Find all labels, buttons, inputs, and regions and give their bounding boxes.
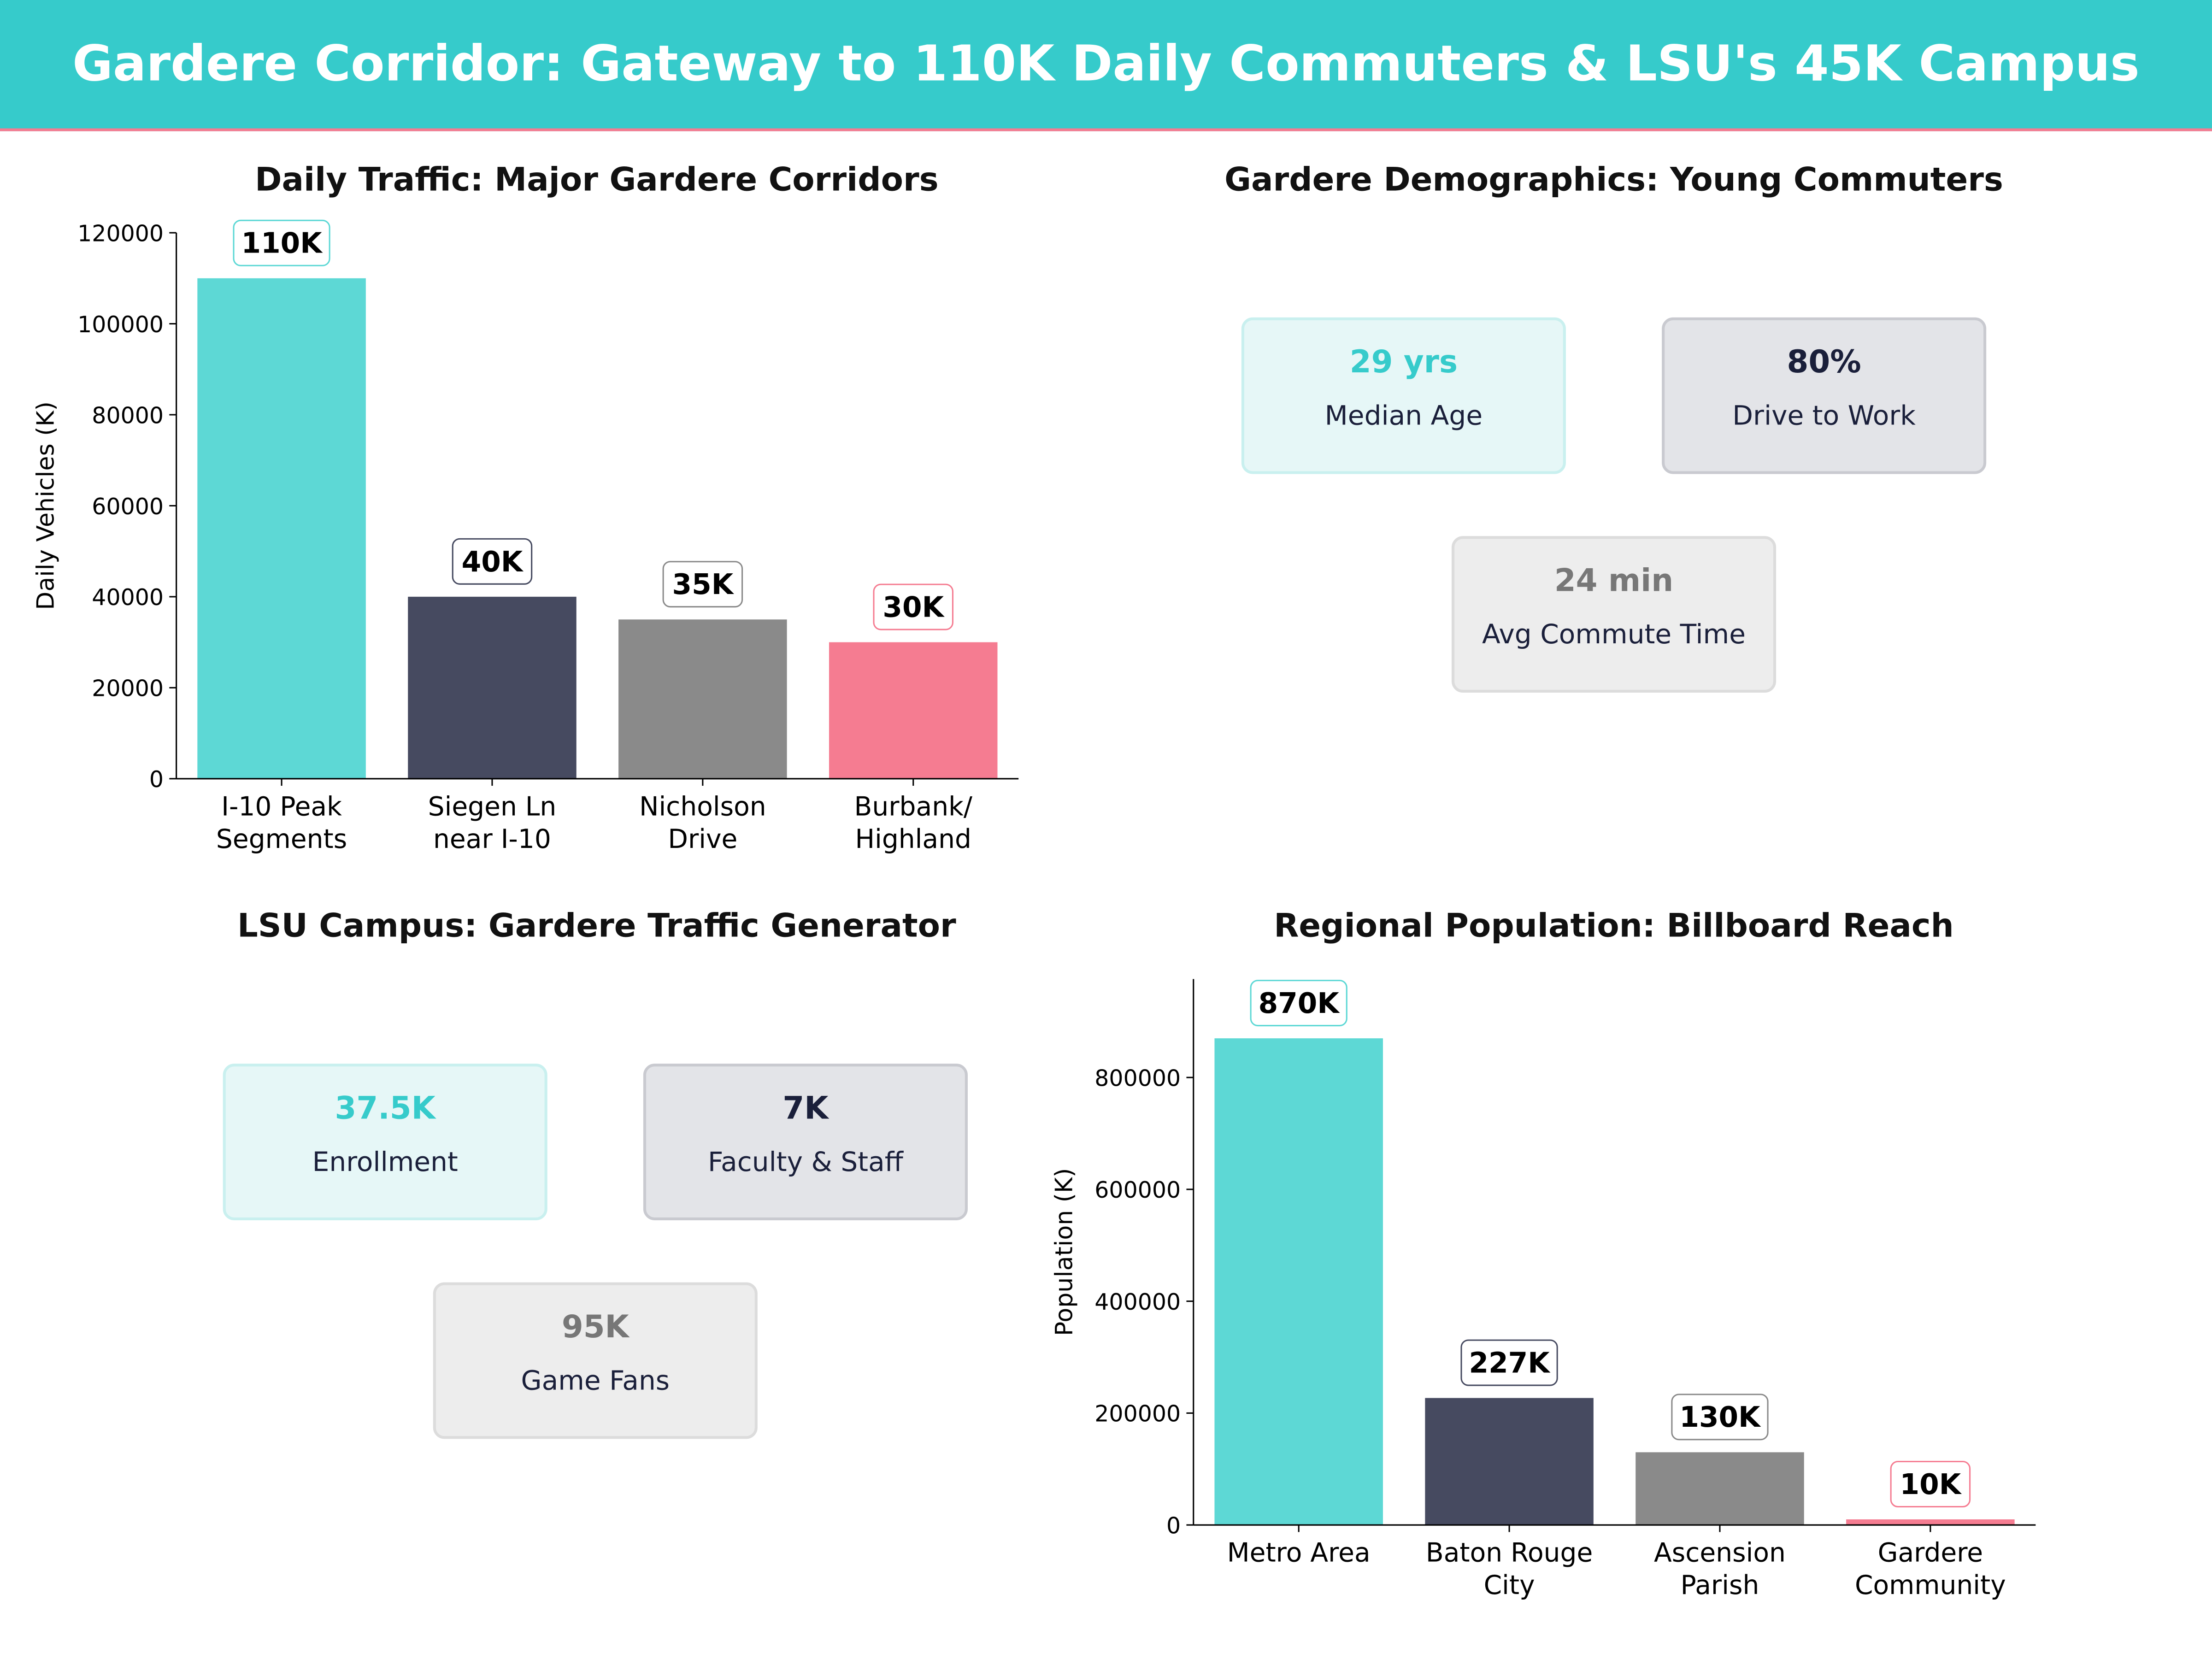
y-tick-label: 200000 xyxy=(1094,1401,1181,1427)
x-tick-label: Burbank/ xyxy=(854,791,973,822)
bar xyxy=(1635,1452,1804,1525)
bar xyxy=(618,619,787,779)
y-tick-label: 80000 xyxy=(92,402,164,429)
stat-value: 24 min xyxy=(1554,564,1674,600)
data-label: 40K xyxy=(462,546,524,578)
data-label-box xyxy=(662,561,743,608)
bar xyxy=(197,278,366,779)
y-tick-label: 0 xyxy=(149,766,164,793)
data-label: 10K xyxy=(1900,1468,1962,1501)
data-label-box xyxy=(452,538,533,585)
stat-label: Game Fans xyxy=(521,1365,670,1397)
x-tick-label: Siegen Ln xyxy=(428,791,557,822)
x-tick-label: City xyxy=(1484,1570,1535,1600)
y-tick-label: 600000 xyxy=(1094,1177,1181,1203)
data-label-box xyxy=(1890,1460,1971,1507)
bar xyxy=(829,642,998,779)
y-axis-label: Population (K) xyxy=(1051,1168,1078,1336)
stat-label: Drive to Work xyxy=(1732,400,1916,432)
stat-value: 7K xyxy=(782,1092,829,1127)
x-tick-label: Gardere xyxy=(1878,1538,1983,1568)
x-tick-label: Baton Rouge xyxy=(1426,1538,1593,1568)
y-axis-label: Daily Vehicles (K) xyxy=(32,401,59,610)
traffic-chart-title: Daily Traffic: Major Gardere Corridors xyxy=(255,162,939,199)
stat-value: 29 yrs xyxy=(1349,345,1458,381)
data-label: 130K xyxy=(1679,1401,1761,1434)
population-chart-title: Regional Population: Billboard Reach xyxy=(1274,908,1954,946)
x-tick-label: Drive xyxy=(668,824,737,854)
y-tick-label: 0 xyxy=(1166,1513,1181,1539)
bar xyxy=(1425,1398,1594,1525)
data-label-box xyxy=(1460,1339,1558,1386)
y-tick-label: 800000 xyxy=(1094,1065,1181,1091)
stat-card-enrollment: 37.5K Enrollment xyxy=(223,1064,547,1220)
x-tick-label: Community xyxy=(1855,1570,2006,1600)
stat-card-faculty-staff: 7K Faculty & Staff xyxy=(643,1064,968,1220)
stat-value: 95K xyxy=(561,1310,629,1346)
x-tick-label: Nicholson xyxy=(639,791,766,822)
data-label: 30K xyxy=(882,591,945,624)
y-tick-label: 100000 xyxy=(77,312,164,338)
data-label: 35K xyxy=(672,568,735,601)
x-tick-label: Highland xyxy=(855,824,971,854)
page-title: Gardere Corridor: Gateway to 110K Daily … xyxy=(72,36,2140,93)
x-tick-label: I-10 Peak xyxy=(221,791,342,822)
stat-card-game-fans: 95K Game Fans xyxy=(433,1282,758,1439)
x-tick-label: Metro Area xyxy=(1227,1538,1371,1568)
y-tick-label: 40000 xyxy=(92,584,164,611)
stat-label: Enrollment xyxy=(312,1147,458,1178)
y-tick-label: 400000 xyxy=(1094,1289,1181,1315)
stat-label: Faculty & Staff xyxy=(708,1147,903,1178)
bar xyxy=(408,596,577,779)
stat-value: 80% xyxy=(1787,345,1861,381)
x-tick-label: Segments xyxy=(216,824,347,854)
data-label: 110K xyxy=(241,227,323,260)
demographics-title: Gardere Demographics: Young Commuters xyxy=(1224,162,2003,199)
stat-label: Median Age xyxy=(1324,400,1483,432)
stat-card-median-age: 29 yrs Median Age xyxy=(1241,317,1566,474)
bar xyxy=(1846,1519,2015,1525)
header-banner: Gardere Corridor: Gateway to 110K Daily … xyxy=(0,0,2212,131)
data-label: 870K xyxy=(1259,987,1341,1020)
data-label-box xyxy=(1250,980,1347,1027)
x-tick-label: Ascension xyxy=(1654,1538,1786,1568)
x-tick-label: Parish xyxy=(1681,1570,1759,1600)
stat-label: Avg Commute Time xyxy=(1482,619,1746,651)
y-tick-label: 20000 xyxy=(92,676,164,702)
y-tick-label: 120000 xyxy=(77,220,164,247)
data-label-box xyxy=(1671,1394,1769,1441)
data-label-box xyxy=(233,219,330,266)
bar xyxy=(1214,1038,1383,1525)
x-tick-label: near I-10 xyxy=(433,824,551,854)
y-tick-label: 60000 xyxy=(92,494,164,520)
stat-value: 37.5K xyxy=(335,1092,435,1127)
data-label-box xyxy=(873,583,953,630)
stat-card-drive-to-work: 80% Drive to Work xyxy=(1662,317,1987,474)
lsu-title: LSU Campus: Gardere Traffic Generator xyxy=(237,908,956,946)
stat-card-commute-time: 24 min Avg Commute Time xyxy=(1451,536,1777,693)
data-label: 227K xyxy=(1469,1347,1551,1380)
